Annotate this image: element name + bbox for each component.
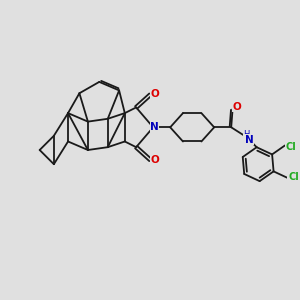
- Text: O: O: [232, 102, 241, 112]
- Text: O: O: [150, 89, 159, 99]
- Text: Cl: Cl: [289, 172, 299, 182]
- Text: O: O: [150, 155, 159, 166]
- Text: N: N: [150, 122, 159, 132]
- Text: H: H: [243, 130, 249, 140]
- Text: N: N: [245, 134, 254, 145]
- Text: Cl: Cl: [286, 142, 296, 152]
